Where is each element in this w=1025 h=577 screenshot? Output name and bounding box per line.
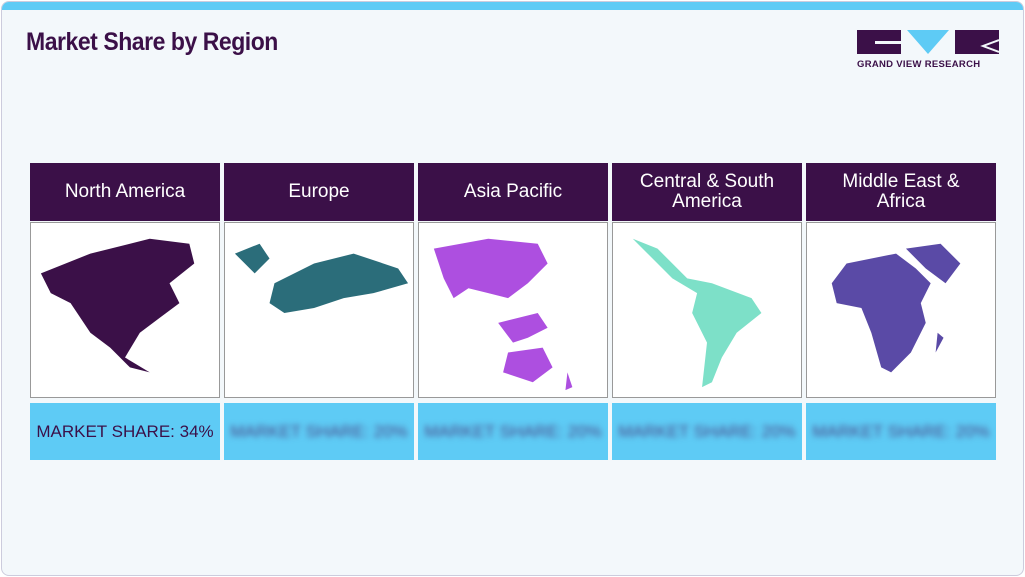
logo-text: GRAND VIEW RESEARCH (857, 59, 981, 70)
region-map (224, 222, 414, 398)
region-column: Asia Pacific MARKET SHARE: 20% (418, 163, 608, 460)
region-map-icon (831, 243, 961, 373)
region-column: Middle East & Africa MARKET SHARE: 20% (806, 163, 996, 460)
region-map (418, 222, 608, 398)
region-header: Central & South America (612, 163, 802, 221)
region-map-icon (40, 238, 195, 373)
market-share-label: MARKET SHARE: 20% (812, 421, 990, 441)
grand-view-research-logo: GRAND VIEW RESEARCH (857, 30, 999, 70)
region-map-icon (433, 238, 573, 391)
gvr-logo-icon (857, 30, 999, 54)
region-map (806, 222, 996, 398)
region-name: North America (64, 181, 186, 202)
region-map (612, 222, 802, 398)
market-share-badge: MARKET SHARE: 20% (418, 403, 608, 460)
market-share-badge: MARKET SHARE: 20% (224, 403, 414, 460)
market-share-label: MARKET SHARE: 20% (618, 421, 796, 441)
region-header: Europe (224, 163, 414, 221)
market-share-badge: MARKET SHARE: 20% (806, 403, 996, 460)
top-accent-bar (2, 2, 1023, 10)
market-share-badge: MARKET SHARE: 34% (30, 403, 220, 460)
region-header: North America (30, 163, 220, 221)
market-share-label: MARKET SHARE: 20% (424, 421, 602, 441)
region-header: Middle East & Africa (806, 163, 996, 221)
market-share-label: MARKET SHARE: 34% (36, 421, 214, 441)
market-share-label: MARKET SHARE: 20% (230, 421, 408, 441)
region-name: Middle East & Africa (842, 171, 960, 212)
region-name: Central & South America (639, 171, 775, 212)
region-column: North America MARKET SHARE: 34% (30, 163, 220, 460)
region-map-icon (632, 238, 762, 388)
region-map (30, 222, 220, 398)
region-map-icon (234, 243, 409, 313)
region-header: Asia Pacific (418, 163, 608, 221)
region-name: Asia Pacific (463, 181, 563, 202)
page-title: Market Share by Region (26, 28, 278, 56)
region-name: Europe (288, 181, 350, 202)
region-column: Central & South America MARKET SHARE: 20… (612, 163, 802, 460)
region-column: Europe MARKET SHARE: 20% (224, 163, 414, 460)
market-share-badge: MARKET SHARE: 20% (612, 403, 802, 460)
